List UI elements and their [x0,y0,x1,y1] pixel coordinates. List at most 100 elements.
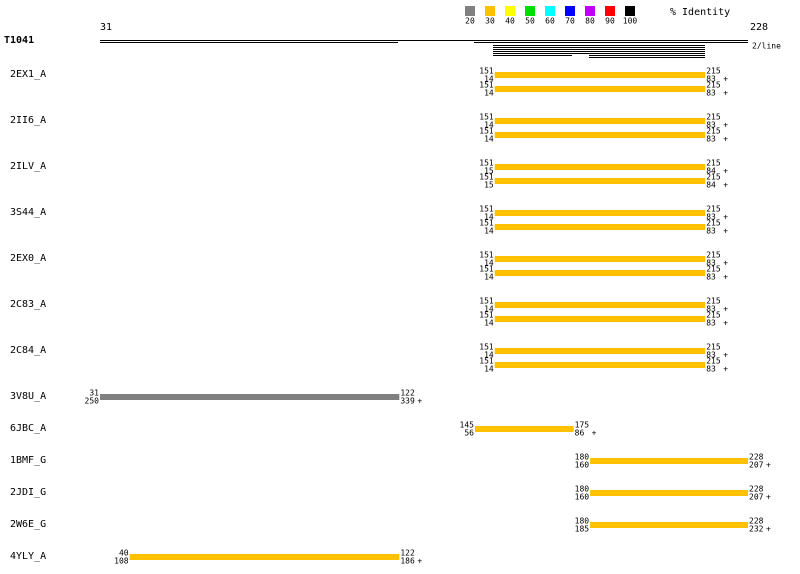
legend-label: 40 [505,17,515,26]
legend-swatch [465,6,475,16]
hit-bar [494,132,706,138]
strand: + [766,525,771,534]
query-start-num: 151 [479,127,494,136]
hit-bar [494,270,706,276]
legend-swatch [565,6,575,16]
strand: + [723,351,728,360]
hit-bar [494,224,706,230]
strand: + [417,397,422,406]
hit-bar [494,210,706,216]
query-end-num: 215 [706,343,721,352]
query-start-num: 151 [479,297,494,306]
query-end-num: 215 [706,113,721,122]
query-end-num: 228 [749,517,764,526]
template-start-num: 250 [85,397,100,406]
row-name: 2JDI_G [10,487,46,498]
template-start-num: 14 [484,273,494,282]
query-end: 228 [750,22,768,33]
hit-bar [100,394,400,400]
legend-label: 30 [485,17,495,26]
hit-bar [494,164,706,170]
query-start-num: 151 [479,67,494,76]
hit-bar [129,554,400,560]
template-end-num: 84 [706,181,716,190]
query-end-num: 215 [706,205,721,214]
strand: + [723,167,728,176]
template-start-num: 14 [484,135,494,144]
strand: + [723,89,728,98]
template-start-num: 160 [575,461,590,470]
query-start-num: 151 [479,343,494,352]
row-name: 2EX0_A [10,253,46,264]
query-start-num: 151 [479,81,494,90]
hit-bar [494,178,706,184]
template-start-num: 15 [484,181,494,190]
legend-title: % Identity [670,7,730,18]
legend-swatch [585,6,595,16]
legend-swatch [605,6,615,16]
row-name: 1BMF_G [10,455,46,466]
query-end-num: 228 [749,453,764,462]
hit-bar [590,458,748,464]
strand: + [723,319,728,328]
template-start-num: 14 [484,365,494,374]
template-start-num: 14 [484,305,494,314]
strand: + [592,429,597,438]
template-end-num: 83 [706,135,716,144]
strand: + [723,75,728,84]
hit-bar [494,256,706,262]
query-start-num: 151 [479,311,494,320]
template-end-num: 83 [706,305,716,314]
query-start-num: 151 [479,113,494,122]
hit-bar [474,426,574,432]
legend-swatch [545,6,555,16]
strand: + [417,557,422,566]
template-start-num: 108 [114,557,129,566]
template-end-num: 83 [706,319,716,328]
legend-label: 90 [605,17,615,26]
hit-bar [494,86,706,92]
query-end-num: 215 [706,159,721,168]
template-start-num: 14 [484,259,494,268]
strand: + [723,121,728,130]
template-end-num: 232 [749,525,764,534]
strand: + [723,135,728,144]
hit-bar [494,348,706,354]
row-name: 2EX1_A [10,69,46,80]
query-start-num: 145 [460,421,475,430]
strand: + [723,227,728,236]
query-end-num: 215 [706,311,721,320]
hit-bar [494,362,706,368]
query-end-num: 215 [706,127,721,136]
template-end-num: 339 [400,397,415,406]
query-end-num: 215 [706,81,721,90]
query-start: 31 [100,22,112,33]
row-name: 2W6E_G [10,519,46,530]
query-end-num: 215 [706,219,721,228]
row-name: 6JBC_A [10,423,46,434]
row-name: 2ILV_A [10,161,46,172]
query-end-num: 215 [706,173,721,182]
row-name: 3S44_A [10,207,46,218]
template-end-num: 83 [706,213,716,222]
template-end-num: 83 [706,227,716,236]
hit-bar [494,118,706,124]
query-end-num: 215 [706,251,721,260]
template-start-num: 14 [484,75,494,84]
template-end-num: 83 [706,351,716,360]
query-start-num: 151 [479,219,494,228]
query-start-num: 180 [575,485,590,494]
query-end-num: 215 [706,357,721,366]
template-end-num: 83 [706,365,716,374]
query-end-num: 122 [400,549,415,558]
hit-bar [494,302,706,308]
row-name: 3V8U_A [10,391,46,402]
strand: + [723,305,728,314]
template-start-num: 14 [484,121,494,130]
template-start-num: 14 [484,213,494,222]
template-start-num: 14 [484,351,494,360]
hit-bar [590,522,748,528]
template-start-num: 15 [484,167,494,176]
template-end-num: 83 [706,89,716,98]
query-start-num: 180 [575,453,590,462]
